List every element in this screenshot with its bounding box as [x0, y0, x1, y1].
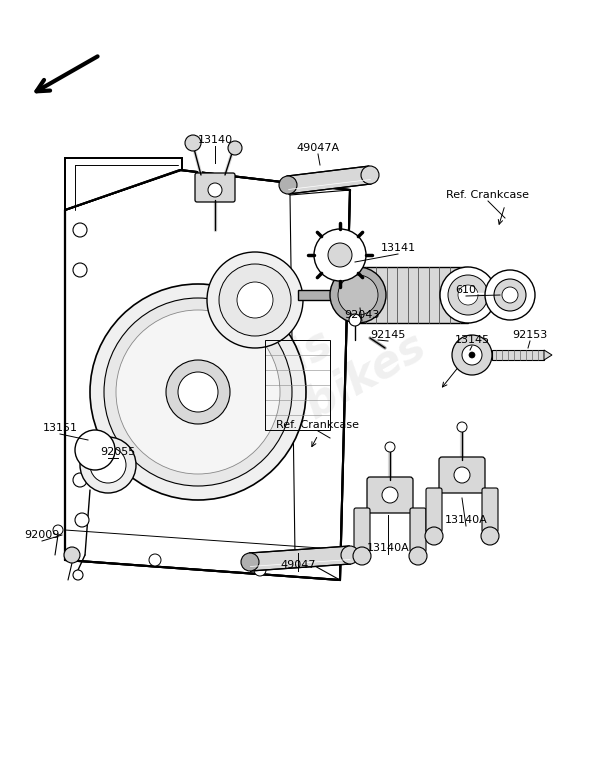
Text: 13140A: 13140A [445, 515, 487, 525]
Bar [358, 267, 468, 323]
Circle shape [457, 422, 467, 432]
Polygon shape [65, 158, 182, 210]
Bar [492, 350, 544, 360]
FancyBboxPatch shape [367, 477, 413, 513]
Circle shape [353, 547, 371, 565]
Circle shape [53, 525, 63, 535]
Circle shape [409, 547, 427, 565]
Text: 92043: 92043 [344, 310, 380, 320]
Circle shape [254, 564, 266, 576]
Circle shape [73, 263, 87, 277]
Circle shape [385, 442, 395, 452]
Circle shape [73, 223, 87, 237]
Circle shape [178, 372, 218, 412]
Text: Ref. Crankcase: Ref. Crankcase [446, 190, 530, 200]
Circle shape [149, 554, 161, 566]
Circle shape [502, 287, 518, 303]
Circle shape [485, 270, 535, 320]
Circle shape [454, 467, 470, 483]
FancyBboxPatch shape [195, 173, 235, 202]
Circle shape [208, 183, 222, 197]
Circle shape [314, 229, 366, 281]
Text: 49047: 49047 [280, 560, 316, 570]
Circle shape [458, 285, 478, 305]
Circle shape [448, 275, 488, 315]
Circle shape [73, 473, 87, 487]
Text: 92153: 92153 [512, 330, 548, 340]
Circle shape [207, 252, 303, 348]
Circle shape [440, 267, 496, 323]
Circle shape [361, 166, 379, 184]
Text: louis
moto-bikes: louis moto-bikes [146, 280, 434, 500]
Bar [265, 340, 330, 430]
Circle shape [73, 570, 83, 580]
FancyBboxPatch shape [426, 488, 442, 532]
Circle shape [185, 135, 201, 151]
Bar [298, 290, 358, 300]
Text: 13141: 13141 [380, 243, 416, 253]
Circle shape [228, 141, 242, 155]
Circle shape [481, 527, 499, 545]
Circle shape [75, 513, 89, 527]
Text: 13145: 13145 [454, 335, 490, 345]
Polygon shape [65, 170, 350, 580]
Circle shape [425, 527, 443, 545]
Circle shape [241, 553, 259, 571]
Polygon shape [287, 166, 371, 194]
Circle shape [279, 176, 297, 194]
Text: Ref. Crankcase: Ref. Crankcase [277, 420, 359, 430]
Text: 13140: 13140 [197, 135, 233, 145]
Circle shape [469, 352, 475, 358]
Circle shape [166, 360, 230, 424]
Circle shape [90, 284, 306, 500]
FancyBboxPatch shape [439, 457, 485, 493]
FancyBboxPatch shape [354, 508, 370, 552]
Text: 92009: 92009 [25, 530, 59, 540]
Circle shape [90, 447, 126, 483]
Circle shape [64, 547, 80, 563]
Text: 92055: 92055 [100, 447, 136, 457]
Text: 49047A: 49047A [296, 143, 340, 153]
Circle shape [494, 279, 526, 311]
Circle shape [462, 345, 482, 365]
Circle shape [382, 487, 398, 503]
FancyBboxPatch shape [482, 488, 498, 532]
Circle shape [104, 298, 292, 486]
Circle shape [338, 275, 378, 315]
Circle shape [349, 314, 361, 326]
Polygon shape [250, 546, 350, 571]
Text: 13151: 13151 [43, 423, 77, 433]
Text: 92145: 92145 [370, 330, 406, 340]
Circle shape [80, 437, 136, 493]
Text: 13140A: 13140A [367, 543, 409, 553]
Circle shape [330, 267, 386, 323]
Circle shape [328, 243, 352, 267]
Circle shape [75, 430, 115, 470]
FancyBboxPatch shape [410, 508, 426, 552]
Polygon shape [544, 350, 552, 360]
Circle shape [452, 335, 492, 375]
Circle shape [116, 310, 280, 474]
Circle shape [341, 546, 359, 564]
Circle shape [219, 264, 291, 336]
Polygon shape [65, 170, 350, 580]
Text: 610: 610 [455, 285, 476, 295]
Circle shape [237, 282, 273, 318]
